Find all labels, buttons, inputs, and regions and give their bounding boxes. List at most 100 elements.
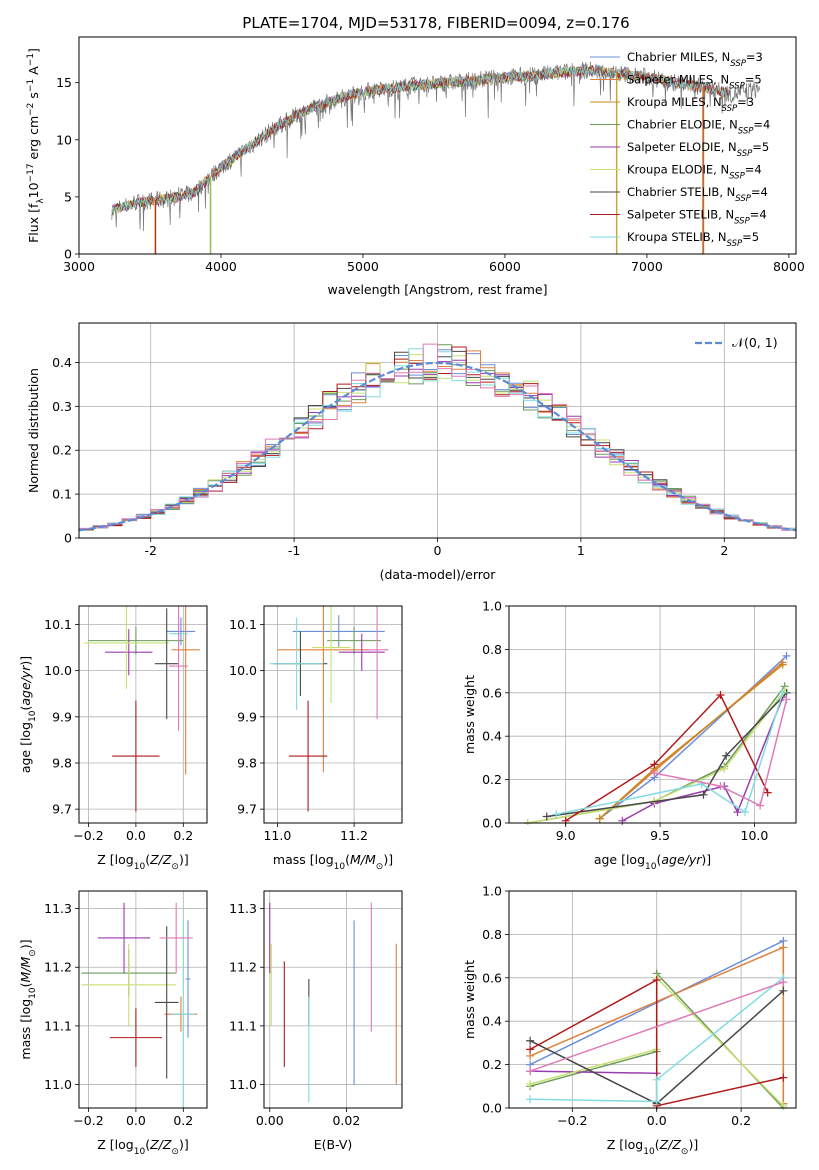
y-tick-label: 11.0 (229, 1077, 257, 1092)
mass-weight-marker (650, 760, 659, 769)
x-tick-label: 0.02 (332, 1113, 360, 1128)
y-tick-label: 9.8 (52, 755, 72, 770)
x-tick-label: 0.00 (256, 1113, 284, 1128)
x-axis-label: Z [log10(Z/Z⊙)] (97, 852, 188, 872)
y-axis-label: Flux [fλ10−17 erg cm−2 s−1 A−1] (26, 48, 46, 243)
figure-title: PLATE=1704, MJD=53178, FIBERID=0094, z=0… (242, 14, 629, 32)
x-axis-label: (data-model)/error (380, 567, 497, 582)
mass-vs-Z-chart: −0.2 0.0 0.2 11.0 11.1 11.2 11.3 Z [log10(Z/Z⊙)… (18, 890, 208, 1157)
legend-entry: Kroupa MILES, NSSP=3 (627, 95, 754, 114)
y-tick-label: 11.0 (44, 1077, 72, 1092)
y-tick-label: 0.4 (482, 1014, 502, 1029)
mass-weight-marker (778, 688, 787, 697)
x-tick-label: 5000 (347, 259, 379, 274)
y-tick-label: 15 (56, 75, 72, 90)
mass-weight-marker (650, 769, 659, 778)
x-tick-label: 7000 (631, 259, 663, 274)
y-tick-label: 0.2 (482, 772, 502, 787)
y-tick-label: 10.1 (229, 617, 257, 632)
mass-weight-marker (618, 816, 627, 825)
x-tick-label: −0.2 (73, 828, 103, 843)
y-axis-label: Normed distribution (26, 368, 41, 493)
y-tick-label: 9.9 (237, 709, 257, 724)
x-tick-label: 0.2 (173, 1113, 193, 1128)
y-tick-label: 11.3 (44, 901, 72, 916)
x-tick-label: 11.2 (340, 828, 368, 843)
legend: Chabrier MILES, NSSP=3 Salpeter MILES, NS… (590, 50, 770, 249)
x-tick-label: −0.2 (73, 1113, 103, 1128)
y-axis-label: mass weight (462, 960, 477, 1039)
mass-weight-marker (595, 814, 604, 823)
mass-weight-line (527, 690, 786, 824)
mass-vs-Z-plot-area (81, 902, 198, 1108)
residuals-plot-area (79, 343, 796, 533)
spectrum-plot-area (111, 61, 761, 254)
y-tick-label: 11.2 (229, 960, 257, 975)
legend-entry: Salpeter MILES, NSSP=5 (627, 73, 762, 92)
age-vs-mass-chart: 11.0 11.2 9.7 9.8 9.9 10.0 10.1 mass [log10(M/M… (229, 605, 403, 872)
legend-entry: Chabrier MILES, NSSP=3 (627, 50, 763, 69)
x-tick-label: 0.0 (126, 1113, 146, 1128)
residuals-chart: -2 -1 0 1 2 0 0.1 0.2 0.3 0.4 (data-model)/error No… (26, 322, 797, 582)
model-spectrum-segment (211, 65, 616, 174)
mass-weight-marker (716, 782, 725, 791)
legend-entry: Salpeter STELIB, NSSP=4 (627, 208, 767, 227)
y-tick-label: 0.3 (52, 399, 72, 414)
y-tick-label: 11.1 (229, 1018, 257, 1033)
y-tick-label: 0.0 (482, 1101, 502, 1116)
y-axis-label: mass weight (462, 675, 477, 754)
model-spectrum-segment (211, 65, 616, 177)
x-axis-label: mass [log10(M/M⊙)] (273, 852, 393, 872)
age-vs-mass-plot-area (269, 606, 389, 812)
x-tick-label: 0 (434, 543, 442, 558)
y-tick-label: 0 (64, 531, 72, 546)
x-tick-label: 10.0 (741, 828, 769, 843)
mass-weight-marker (552, 810, 561, 819)
y-axis-label: age [log10(age/yr)] (18, 656, 38, 773)
mass-weight-marker (779, 943, 788, 952)
x-axis-label: age [log10(age/yr)] (594, 852, 711, 872)
mass-weight-line (599, 661, 784, 820)
y-tick-label: 0.2 (52, 443, 72, 458)
y-tick-label: 0.1 (52, 487, 72, 502)
x-tick-label: 2 (720, 543, 728, 558)
mass-weight-marker (779, 986, 788, 995)
mass-weight-marker (699, 790, 708, 799)
gaussian-curve (79, 361, 796, 532)
axes-frame (508, 605, 797, 824)
mass-weight-line (530, 1070, 658, 1102)
mass-weight-marker (697, 779, 706, 788)
legend-entry: Kroupa ELODIE, NSSP=4 (627, 163, 762, 182)
mass-weight-marker (526, 1067, 535, 1076)
spectrum-chart: 3000 4000 5000 6000 7000 8000 0 5 10 15 wavelength… (26, 36, 805, 297)
mass-weight-marker (733, 808, 742, 817)
x-axis-label: wavelength [Angstrom, rest frame] (327, 282, 547, 297)
axes-frame (78, 605, 208, 824)
x-axis-label: E(B-V) (314, 1137, 353, 1152)
y-tick-label: 9.9 (52, 709, 72, 724)
x-tick-label: 9.0 (556, 828, 576, 843)
mass-weight-marker (652, 975, 661, 984)
y-tick-label: 11.2 (44, 960, 72, 975)
y-tick-label: 10.1 (44, 617, 72, 632)
y-tick-label: 0.4 (52, 355, 72, 370)
x-tick-label: 6000 (489, 259, 521, 274)
mass-weight-marker (716, 690, 725, 699)
y-tick-label: 0.6 (482, 970, 502, 985)
mass-weight-marker (526, 1080, 535, 1089)
mass-weight-marker (782, 695, 791, 704)
legend-entry: 𝒩(0, 1) (732, 335, 778, 350)
mass-weight-marker (526, 1036, 535, 1045)
mass-weight-marker (526, 1045, 535, 1054)
x-tick-label: 0.0 (126, 828, 146, 843)
mass-weight-marker (782, 651, 791, 660)
x-tick-label: 11.0 (263, 828, 291, 843)
mass-weight-marker (756, 801, 765, 810)
x-tick-label: −0.2 (557, 1113, 587, 1128)
model-spectrum-segment (616, 69, 702, 92)
y-tick-label: 9.7 (237, 802, 257, 817)
x-tick-label: 0.2 (731, 1113, 751, 1128)
y-tick-label: 0.6 (482, 685, 502, 700)
age-vs-Z-plot-area (83, 606, 200, 812)
